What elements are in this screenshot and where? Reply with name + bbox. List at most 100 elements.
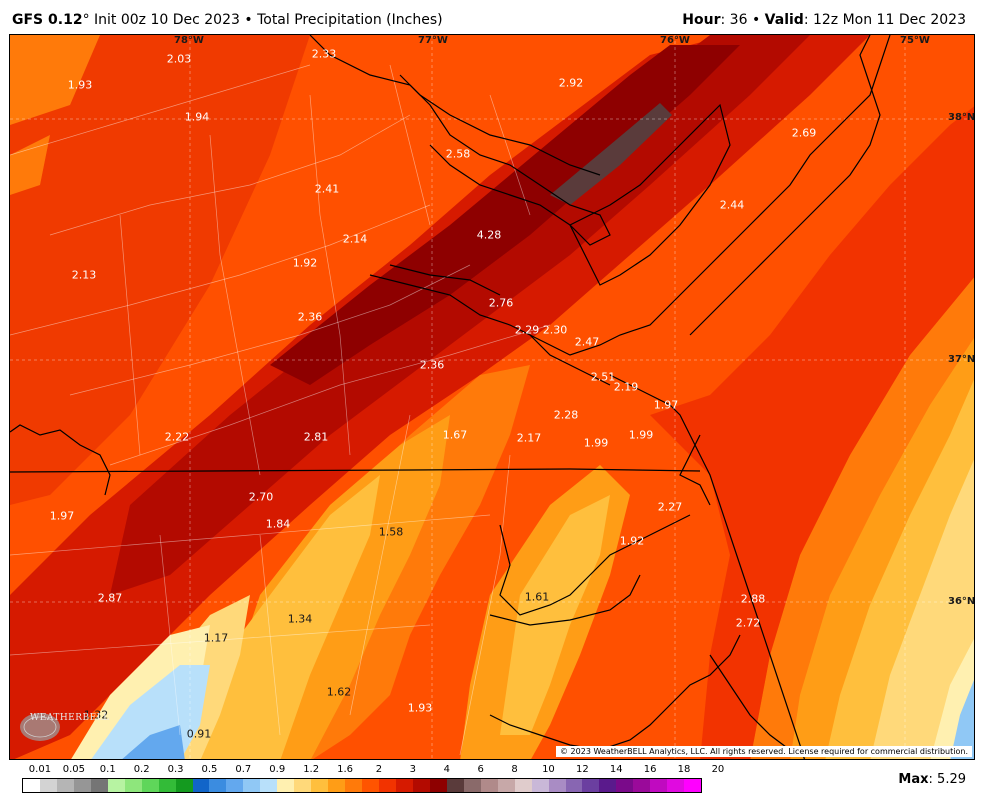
precip-value: 2.17: [516, 431, 542, 445]
precip-value: 2.87: [97, 591, 123, 605]
county-line: [10, 514, 491, 556]
logo-text: WEATHERBELL: [30, 713, 110, 723]
legend-label: 0.05: [62, 764, 85, 775]
precip-value: 0.91: [186, 727, 212, 741]
forecast-time: Hour: 36 • Valid: 12z Mon 11 Dec 2023: [682, 12, 966, 28]
precip-value: 1.84: [265, 517, 291, 531]
precip-value: 2.28: [553, 408, 579, 422]
legend-swatch: [73, 779, 91, 792]
eastern-shore-west: [529, 35, 891, 356]
precip-value: 2.69: [791, 126, 817, 140]
precip-value: 2.41: [314, 182, 340, 196]
central-lobe-3: [180, 475, 380, 759]
precip-value: 1.58: [378, 525, 404, 539]
precip-value: 1.67: [442, 428, 468, 442]
legend-swatch: [243, 779, 261, 792]
legend-swatch: [158, 779, 176, 792]
blue-area: [122, 725, 185, 759]
legend-label: 10: [542, 764, 555, 775]
precip-value: 2.81: [303, 430, 329, 444]
precip-value: 2.72: [735, 616, 761, 630]
precip-value: 1.17: [203, 631, 229, 645]
legend-label: 1.2: [303, 764, 320, 775]
legend-swatch: [311, 779, 329, 792]
legend-swatch: [345, 779, 363, 792]
legend-swatch: [497, 779, 515, 792]
precip-value: 1.92: [619, 534, 645, 548]
precip-value: 2.88: [740, 592, 766, 606]
eastern-shore-east: [689, 35, 881, 336]
legend-labels: 0.01 0.05 0.1 0.2 0.3 0.5 0.7 0.9 1.2 1.6 2 3 4 6 8 10 1…: [22, 764, 725, 778]
county-line: [489, 94, 531, 216]
lon-label-77w: 77°W: [418, 35, 448, 46]
legend-label: 16: [643, 764, 657, 775]
hour-value: : 36: [720, 12, 748, 28]
heavier-band: [110, 35, 810, 595]
legend-swatch: [684, 779, 702, 792]
legend-swatch: [124, 779, 142, 792]
pamlico-river: [489, 574, 641, 626]
legend-label: 4: [443, 764, 450, 775]
county-line: [459, 454, 511, 756]
max-value: Max: 5.29: [898, 772, 966, 787]
legend-swatch: [141, 779, 159, 792]
legend-swatch: [531, 779, 549, 792]
legend-swatch: [39, 779, 57, 792]
legend-label: 20: [711, 764, 725, 775]
hour-label: Hour: [682, 12, 721, 28]
precip-value: 1.94: [184, 110, 210, 124]
precip-value: 2.44: [719, 198, 745, 212]
va-nc-border: [10, 468, 701, 473]
precip-value: 2.30: [542, 323, 568, 337]
legend-label: 0.01: [28, 764, 52, 775]
legend-label: 1.6: [337, 764, 353, 775]
legend-swatch: [667, 779, 685, 792]
legend-swatch: [277, 779, 295, 792]
legend-label: 8: [511, 764, 518, 775]
precip-value: 1.93: [67, 78, 93, 92]
heaviest-band: [270, 45, 740, 385]
precip-value: 2.36: [297, 310, 323, 324]
product-name: Total Precipitation (Inches): [257, 12, 443, 28]
precip-value: 2.76: [488, 296, 514, 310]
legend-swatch: [90, 779, 108, 792]
county-line: [10, 204, 431, 336]
albemarle-sound: [499, 514, 691, 616]
legend-swatch: [582, 779, 600, 792]
county-line: [10, 624, 431, 656]
legend-swatch: [107, 779, 125, 792]
nc-lobe-inner: [500, 495, 610, 735]
legend-swatch: [463, 779, 481, 792]
legend-swatch: [362, 779, 380, 792]
county-line: [109, 324, 551, 466]
precip-value: 1.32: [83, 708, 109, 722]
legend-swatch: [446, 779, 464, 792]
legend-swatch: [209, 779, 227, 792]
legend-swatch: [56, 779, 74, 792]
legend-label: 12: [575, 764, 589, 775]
legend-swatch: [480, 779, 498, 792]
header: GFS 0.12° Init 00z 10 Dec 2023 • Total P…: [0, 0, 984, 34]
precip-value: 1.62: [326, 685, 352, 699]
precip-value: 2.13: [71, 268, 97, 282]
max-number: : 5.29: [928, 772, 966, 787]
precip-value: 2.14: [342, 232, 368, 246]
legend-label: 2: [375, 764, 383, 775]
precip-value: 2.58: [445, 147, 471, 161]
pamlico-sound: [489, 634, 741, 751]
precip-value: 2.36: [419, 358, 445, 372]
precipitation-map: 78°W 77°W 76°W 75°W 38°N 37°N 36°N 2.03 …: [9, 34, 975, 760]
county-line: [349, 414, 411, 716]
county-line: [259, 534, 281, 736]
se-band-4: [870, 459, 974, 759]
legend-label: 0.9: [269, 764, 286, 775]
west-band: [10, 35, 310, 505]
precip-legend: 0.01 0.05 0.1 0.2 0.3 0.5 0.7 0.9 1.2 1.6 2 3 4 6 8 10 1…: [22, 764, 725, 804]
legend-label: 0.3: [167, 764, 184, 775]
legend-swatch: [514, 779, 532, 792]
heavy-band: [10, 35, 870, 759]
precip-value: 2.51: [590, 370, 616, 384]
county-line: [309, 94, 351, 456]
logo-globe-ring: [23, 716, 57, 738]
lon-label-76w: 76°W: [660, 35, 690, 46]
